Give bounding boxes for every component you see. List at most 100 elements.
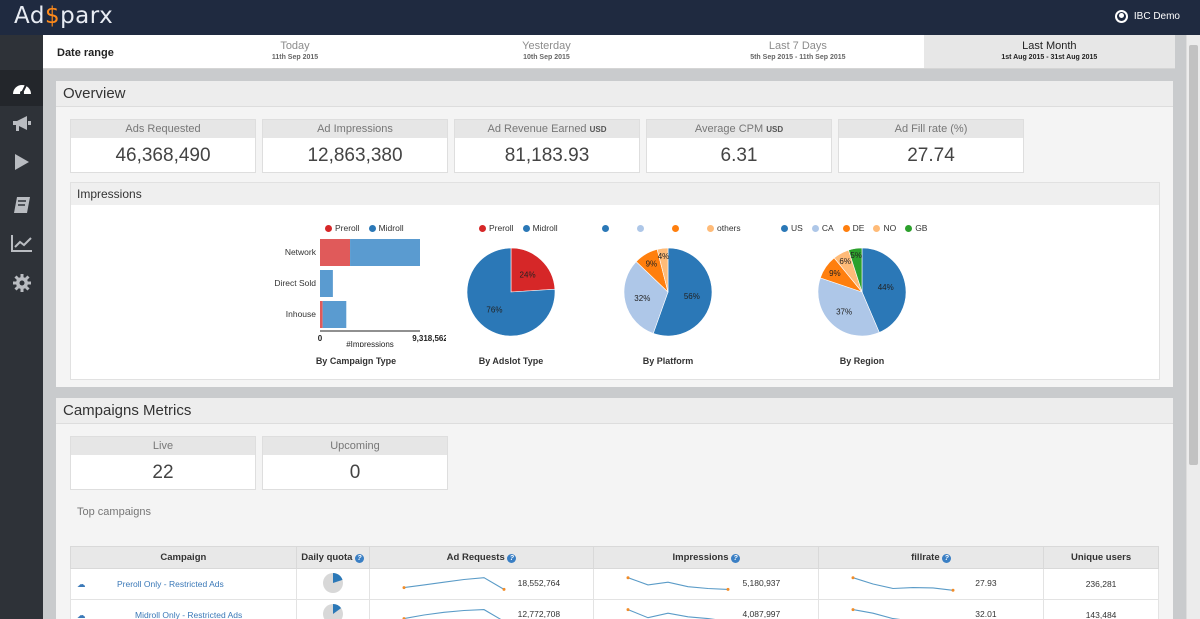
help-icon[interactable]: ?	[731, 554, 741, 563]
fillrate-sparkline	[851, 608, 901, 619]
date-range-bar: Date range Today 11th Sep 2015 Yesterday…	[43, 35, 1176, 69]
sparkline-start-marker	[851, 608, 855, 612]
table-row[interactable]: ☁ Preroll Only - Restricted Ads 18,552,76…	[70, 568, 1159, 600]
impressions-sparkline	[626, 608, 716, 619]
pie-slice[interactable]	[656, 247, 669, 293]
impressions-value: 5,180,937	[742, 578, 781, 589]
bar-category-label: Direct Sold	[274, 278, 316, 288]
sparkline-start-marker	[626, 608, 630, 612]
bar-segment[interactable]	[322, 301, 347, 328]
tab-last-month[interactable]: Last Month 1st Aug 2015 - 31st Aug 2015	[923, 35, 1176, 68]
tab-last-7-days[interactable]: Last 7 Days 5th Sep 2015 - 11th Sep 2015	[672, 35, 923, 68]
legend-item[interactable]: GB	[905, 223, 927, 233]
legend-label: NO	[883, 223, 897, 233]
column-header-daily-quota[interactable]: Daily quota ?	[295, 546, 370, 569]
column-header-unique-users[interactable]: Unique users	[1043, 546, 1159, 569]
campaign-type-icon: ☁	[77, 609, 86, 619]
column-header-campaign[interactable]: Campaign	[70, 546, 297, 569]
kpi-value: 81,183.93	[504, 145, 590, 166]
sidebar-item-campaigns[interactable]	[0, 106, 43, 142]
legend-item[interactable]: Midroll	[368, 223, 404, 233]
pie-value-label: 9%	[829, 269, 841, 278]
campaign-type-icon: ☁	[77, 578, 86, 589]
pie-value-label: 6%	[839, 257, 851, 266]
kpi-value: 12,863,380	[307, 145, 403, 166]
help-icon[interactable]: ?	[355, 554, 365, 563]
bar-segment[interactable]	[320, 301, 323, 328]
book-icon	[13, 197, 30, 213]
sidebar-item-media[interactable]	[0, 144, 43, 180]
pie-slice[interactable]	[652, 247, 713, 337]
column-header-impressions[interactable]: Impressions ?	[593, 546, 820, 569]
legend-label: others	[717, 223, 741, 233]
impressions-box: Impressions Preroll Midroll Network Direc…	[70, 182, 1160, 380]
legend-item[interactable]	[637, 224, 663, 232]
sidebar-item-dashboard[interactable]	[0, 70, 43, 106]
ad-requests-sparkline	[402, 577, 506, 591]
kpi-value: 27.74	[907, 145, 955, 166]
legend-item[interactable]: US	[781, 223, 803, 233]
chart-title: By Region	[839, 356, 885, 366]
sidebar-item-library[interactable]	[0, 187, 43, 223]
sidebar-item-settings[interactable]	[0, 265, 43, 301]
legend-dot	[479, 224, 486, 232]
legend-label: DE	[852, 223, 865, 233]
pie-value-label: 56%	[684, 292, 700, 301]
fillrate-value: 32.01	[975, 609, 997, 619]
pie-slice[interactable]	[848, 247, 863, 293]
table-row[interactable]: ☁ Midroll Only - Restricted Ads 12,772,70…	[70, 599, 1159, 619]
bar-category-label: Network	[285, 247, 317, 257]
app-logo[interactable]: Ad$parx	[14, 3, 114, 29]
tab-label: Last Month	[1022, 40, 1077, 52]
adslot-pie-chart: 24% 76%	[466, 247, 556, 337]
tab-range: 10th Sep 2015	[523, 54, 570, 61]
legend-item[interactable]: CA	[811, 223, 834, 233]
legend-item[interactable]: others	[707, 223, 741, 233]
legend-item[interactable]: Preroll	[479, 223, 514, 233]
help-icon[interactable]: ?	[942, 554, 952, 563]
campaign-link[interactable]: Preroll Only - Restricted Ads	[117, 578, 224, 589]
legend-item[interactable]: Midroll	[522, 223, 558, 233]
pie-slice[interactable]	[510, 247, 556, 293]
column-header-ad-requests[interactable]: Ad Requests ?	[368, 546, 595, 569]
bar-segment[interactable]	[320, 239, 351, 266]
help-icon[interactable]: ?	[507, 554, 517, 563]
bar-segment[interactable]	[320, 270, 333, 297]
chart-title: By Campaign Type	[315, 356, 397, 366]
sidebar-item-reports[interactable]	[0, 225, 43, 261]
bar-segment[interactable]	[350, 239, 420, 266]
campaign-cell[interactable]: ☁ Preroll Only - Restricted Ads	[70, 568, 297, 600]
legend-item[interactable]	[672, 224, 698, 232]
pie-slice[interactable]	[466, 247, 556, 337]
sparkline	[853, 609, 901, 619]
sparkline-end-marker	[726, 587, 730, 591]
pie-value-label: 32%	[634, 294, 650, 303]
user-menu[interactable]: IBC Demo	[1114, 10, 1180, 23]
sparkline-end-marker	[502, 587, 506, 591]
legend-item[interactable]: Preroll	[325, 223, 360, 233]
tab-yesterday[interactable]: Yesterday 10th Sep 2015	[421, 35, 672, 68]
campaign-link[interactable]: Midroll Only - Restricted Ads	[135, 609, 243, 619]
kpi-live: Live 22	[70, 436, 256, 490]
tab-label: Today	[280, 40, 310, 52]
scrollbar-thumb[interactable]	[1189, 45, 1198, 465]
tab-label: Last 7 Days	[768, 40, 827, 52]
legend-item[interactable]: NO	[873, 223, 896, 233]
impressions-title: Impressions	[71, 183, 1159, 205]
legend-label: Midroll	[378, 223, 404, 233]
sparkline	[628, 609, 716, 619]
pie-slice[interactable]	[861, 247, 907, 333]
column-header-fillrate[interactable]: fillrate ?	[818, 546, 1045, 569]
platform-legend: others	[602, 223, 741, 233]
kpi-label: Ad Fill rate (%)	[839, 120, 1023, 138]
tab-today[interactable]: Today 11th Sep 2015	[169, 35, 420, 68]
kpi-value: 6.31	[720, 145, 758, 166]
impressions-cell: 5,180,937	[593, 568, 820, 600]
sparkline	[628, 577, 729, 590]
legend-item[interactable]	[602, 224, 628, 232]
campaign-cell[interactable]: ☁ Midroll Only - Restricted Ads	[70, 599, 297, 619]
page-scrollbar[interactable]	[1186, 35, 1200, 619]
legend-item[interactable]: DE	[842, 223, 865, 233]
pie-slice[interactable]	[817, 277, 880, 337]
pie-slice[interactable]	[623, 261, 669, 334]
